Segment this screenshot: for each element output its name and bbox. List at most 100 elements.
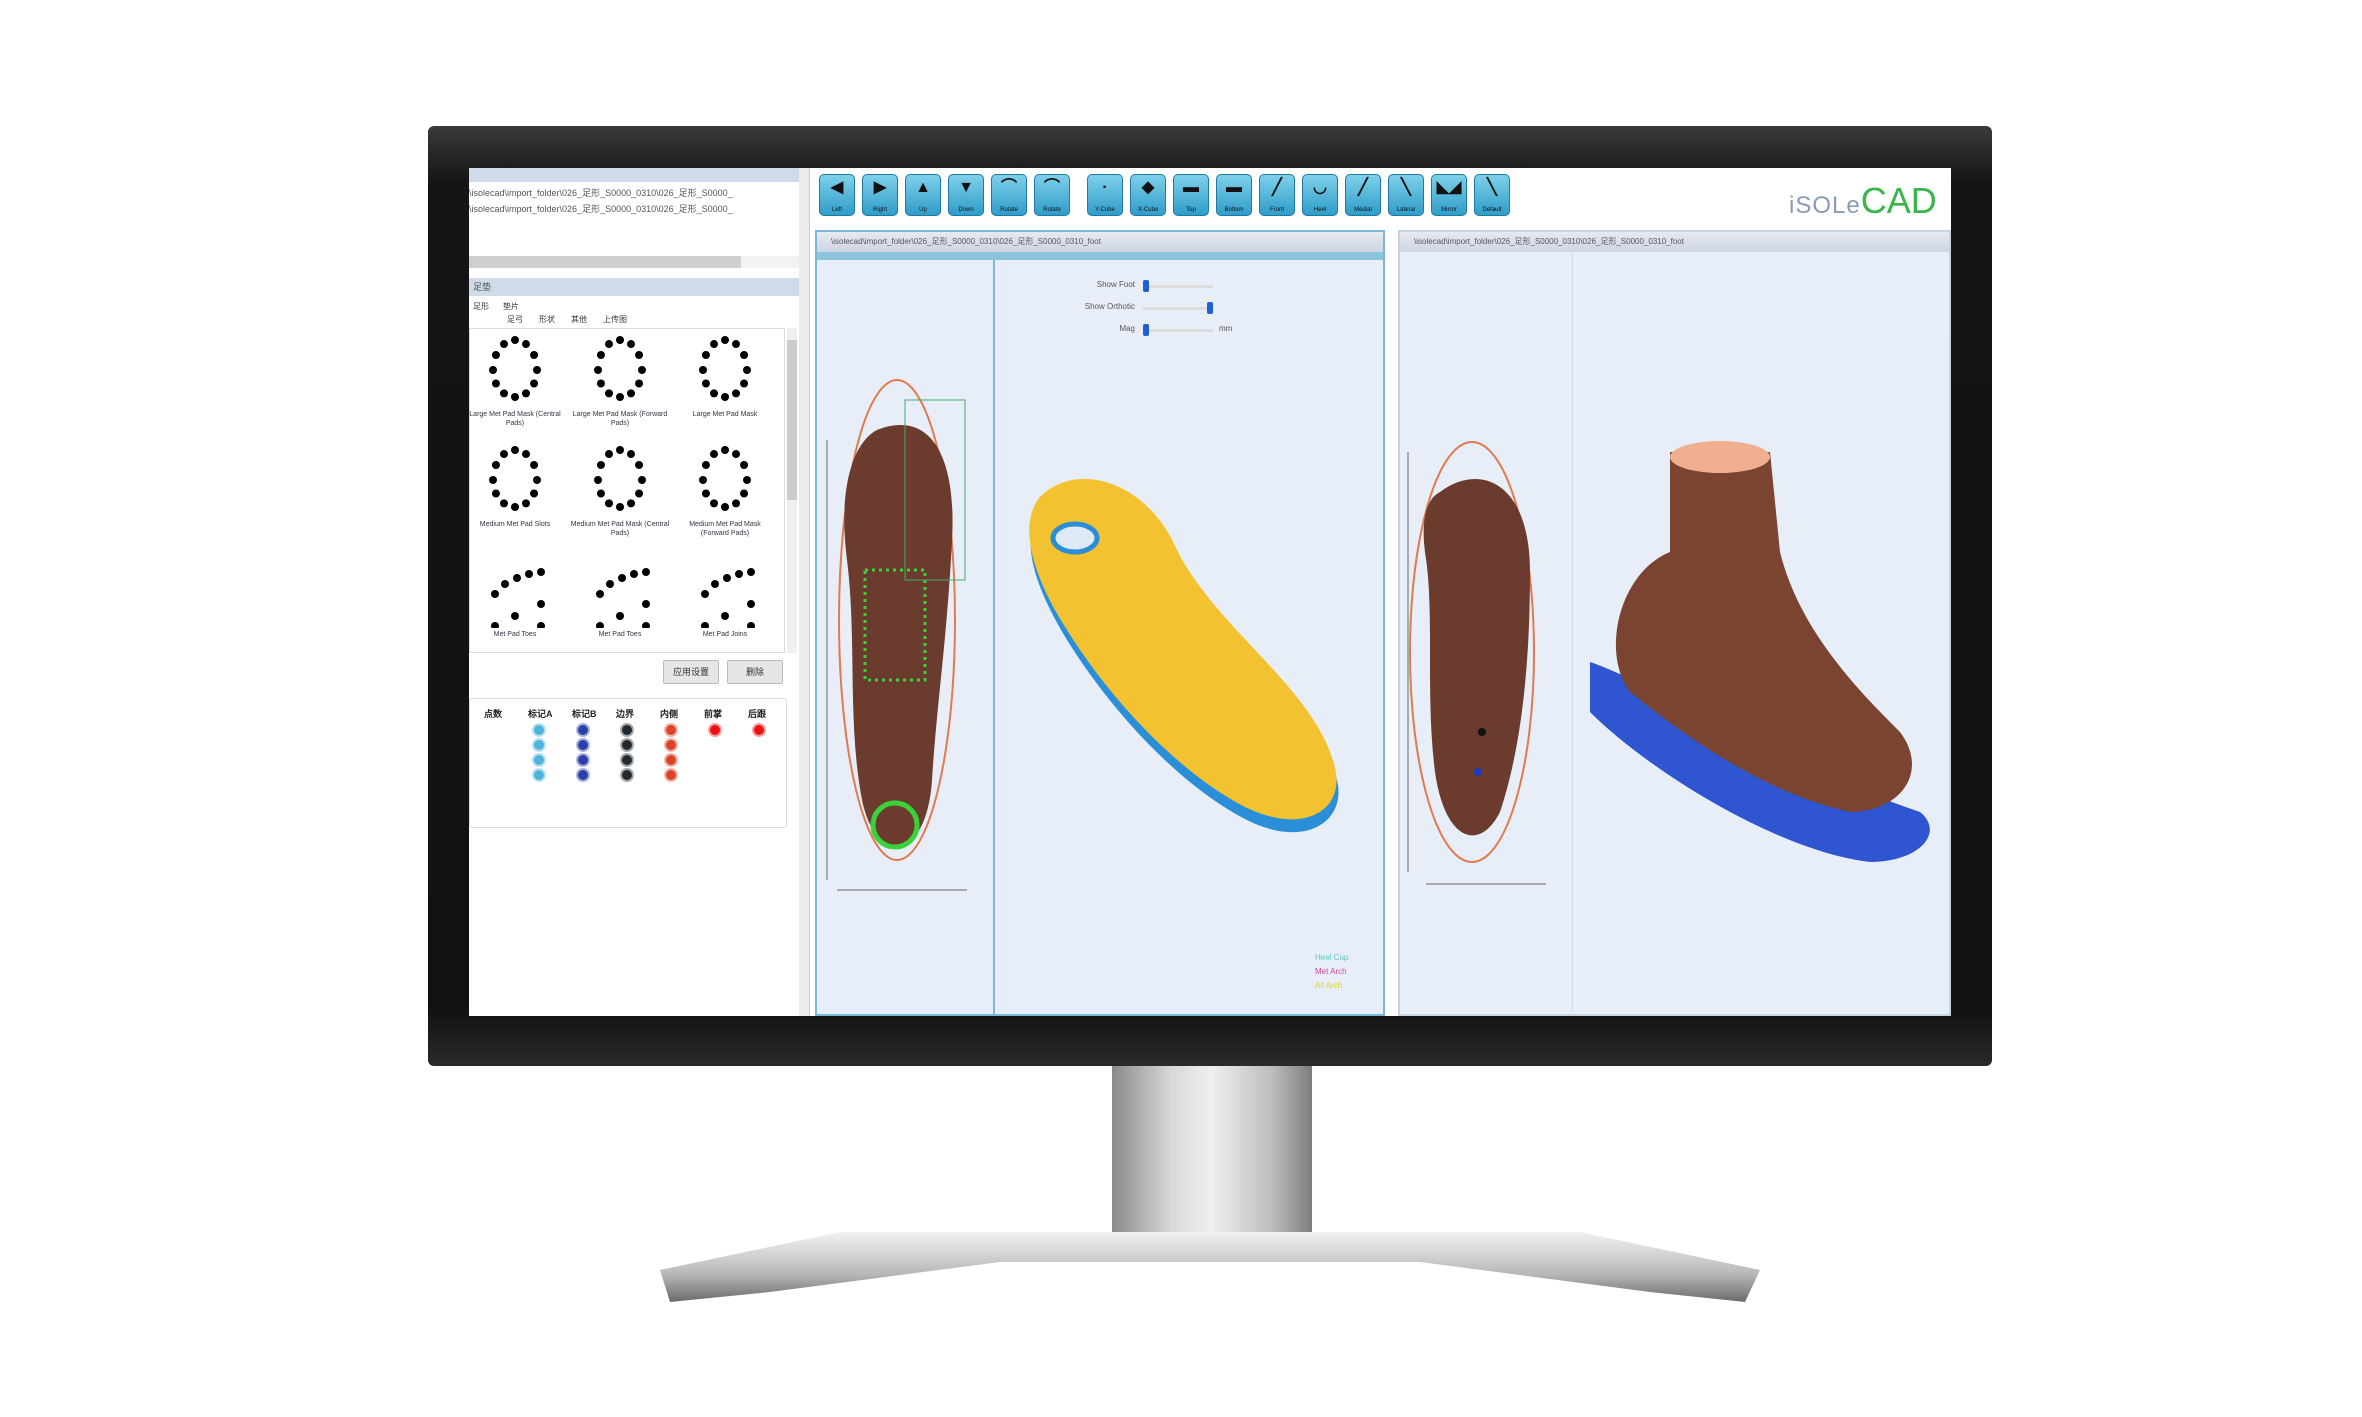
slider-track[interactable]: [1143, 307, 1213, 310]
apply-button[interactable]: 应用设置: [663, 660, 719, 684]
arrow-right-icon: ▶: [873, 179, 887, 196]
tab[interactable]: 垫片: [503, 302, 519, 311]
toolbar-button-label: Y-Cube: [1095, 207, 1115, 213]
slider-row: Show Foot: [1077, 280, 1237, 294]
column-header: 点数: [484, 709, 503, 719]
shape-label: Met Pad Joins: [702, 631, 748, 638]
path-line[interactable]: \isolecad\import_folder\026_足形_S0000_031…: [469, 188, 733, 198]
shape-template[interactable]: Large Met Pad Mask (Forward Pads): [570, 334, 670, 428]
toolbar-button-rotate[interactable]: ⌒ Rotate: [1034, 174, 1070, 216]
horizontal-scrollbar[interactable]: [469, 256, 803, 268]
toolbar-button-label: Front: [1269, 207, 1284, 213]
toolbar-button-left[interactable]: ◀ Left: [819, 174, 855, 216]
toolbar-button-x-cube[interactable]: ◆ X-Cube: [1130, 174, 1166, 216]
tab[interactable]: 其他: [571, 315, 587, 324]
marker-table: 点数 标记A 标记B 边界 内侧 前掌 后跟: [469, 698, 787, 828]
shape-template[interactable]: Medium Met Pad Mask (Forward Pads): [675, 444, 775, 538]
toolbar-button-label: Bottom: [1224, 207, 1244, 213]
slider-track[interactable]: [1143, 285, 1213, 288]
shape-template[interactable]: Met Pad Joins: [675, 554, 775, 639]
viewport-canvas[interactable]: [1400, 252, 1951, 1014]
gallery-scrollbar[interactable]: [787, 328, 797, 653]
toolbar-button-label: Rotate: [1000, 207, 1018, 213]
marker-dots[interactable]: [664, 723, 678, 783]
toolbar-button-label: Mirror: [1441, 207, 1457, 213]
slider-label: Show Orthotic: [1084, 302, 1135, 311]
toolbar-button-front[interactable]: ╱ Front: [1259, 174, 1295, 216]
toolbar-button-bottom[interactable]: ▬ Bottom: [1216, 174, 1252, 216]
shape-template[interactable]: Met Pad Toes: [469, 554, 565, 639]
toolbar: ◀ Left ▶ Right ▲ Up ▼ Down ⌒ Rotate ⌒ Rotate · Y-Cube…: [819, 168, 1819, 224]
marker-dots[interactable]: [752, 723, 766, 738]
viewport-foot-3d[interactable]: \isolecad\import_folder\026_足形_S0000_031…: [1398, 230, 1951, 1016]
ruler: [1407, 452, 1546, 885]
shape-template[interactable]: Large Met Pad Mask: [675, 334, 775, 419]
shape-template[interactable]: Medium Met Pad Slots: [469, 444, 565, 529]
viewport-orthotic[interactable]: \isolecad\import_folder\026_足形_S0000_031…: [815, 230, 1385, 1016]
logo: iSOLeCAD: [1789, 180, 1937, 221]
legend-item[interactable]: Heel Cup: [1315, 953, 1349, 962]
toolbar-button-top[interactable]: ▬ Top: [1173, 174, 1209, 216]
toolbar-button-right[interactable]: ▶ Right: [862, 174, 898, 216]
shape-preview-icon: [596, 568, 650, 630]
legend-item[interactable]: Met Arch: [1315, 967, 1347, 976]
marker-dots[interactable]: [532, 723, 546, 783]
shape-label: Met Pad Toes: [598, 631, 642, 638]
marker-dots[interactable]: [708, 723, 722, 738]
toolbar-button-medial[interactable]: ╱ Medial: [1345, 174, 1381, 216]
foot-3d-model: [1590, 441, 1930, 862]
marker-dots[interactable]: [576, 723, 590, 783]
shape-preview-icon: [699, 336, 751, 401]
shape-label: Medium Met Pad Mask (Forward Pads): [689, 521, 761, 537]
rotate-left-icon: ⌒: [1000, 179, 1017, 196]
view-front-icon: ╱: [1272, 179, 1282, 196]
viewport-canvas[interactable]: Heel Cup Met Arch All Arch: [817, 260, 1383, 1014]
shape-template[interactable]: Met Pad Toes: [570, 554, 670, 639]
x-cube-icon: ◆: [1141, 179, 1155, 196]
shape-label: Medium Met Pad Mask (Central Pads): [570, 521, 670, 537]
toolbar-button-label: Left: [831, 207, 842, 213]
shape-template[interactable]: Medium Met Pad Mask (Central Pads): [570, 444, 670, 538]
toolbar-button-y-cube[interactable]: · Y-Cube: [1087, 174, 1123, 216]
delete-button[interactable]: 删除: [727, 660, 783, 684]
legend: Heel Cup Met Arch All Arch: [1315, 953, 1349, 990]
view-bottom-icon: ▬: [1226, 179, 1242, 196]
toolbar-button-label: Default: [1482, 207, 1502, 213]
shape-preview-icon: [489, 446, 541, 511]
tab[interactable]: 足弓: [507, 315, 523, 324]
legend-item[interactable]: All Arch: [1315, 981, 1342, 990]
marker-dots[interactable]: [620, 723, 634, 783]
toolbar-button-label: Lateral: [1396, 207, 1416, 213]
tab[interactable]: 形状: [539, 315, 555, 324]
viewport-title: \isolecad\import_folder\026_足形_S0000_031…: [1400, 232, 1949, 252]
toolbar-button-label: Medial: [1354, 207, 1372, 213]
toolbar-button-heel[interactable]: ◡ Heel: [1302, 174, 1338, 216]
column-header: 内侧: [660, 709, 679, 719]
toolbar-button-lateral[interactable]: ╲ Lateral: [1388, 174, 1424, 216]
column-header: 后跟: [748, 709, 767, 719]
toolbar-button-rotate[interactable]: ⌒ Rotate: [991, 174, 1027, 216]
tab[interactable]: 足形: [473, 302, 489, 311]
panel-scrollbar[interactable]: [799, 168, 809, 1016]
column-header: 标记B: [572, 709, 597, 719]
shape-preview-icon: [594, 336, 646, 401]
toolbar-button-label: Rotate: [1043, 207, 1061, 213]
shape-label: Medium Met Pad Slots: [479, 521, 551, 528]
slider-track[interactable]: [1143, 329, 1213, 332]
toolbar-button-label: X-Cube: [1137, 207, 1159, 213]
toolbar-button-up[interactable]: ▲ Up: [905, 174, 941, 216]
toolbar-button-default[interactable]: ╲ Default: [1474, 174, 1510, 216]
shape-template[interactable]: Large Met Pad Mask (Central Pads): [469, 334, 565, 428]
toolbar-button-mirror[interactable]: ◣◢ Mirror: [1431, 174, 1467, 216]
tab[interactable]: 上传图: [603, 315, 627, 324]
slider-handle[interactable]: [1143, 280, 1149, 292]
app-screen: \isolecad\import_folder\026_足形_S0000_031…: [469, 168, 1951, 1016]
toolbar-button-down[interactable]: ▼ Down: [948, 174, 984, 216]
slider-handle[interactable]: [1207, 302, 1213, 314]
path-line[interactable]: \isolecad\import_folder\026_足形_S0000_031…: [469, 204, 733, 214]
mirror-icon: ◣◢: [1436, 179, 1462, 196]
arrow-up-icon: ▲: [915, 179, 931, 196]
rotate-right-icon: ⌒: [1043, 179, 1060, 196]
slider-handle[interactable]: [1143, 324, 1149, 336]
ruler: [826, 440, 967, 891]
